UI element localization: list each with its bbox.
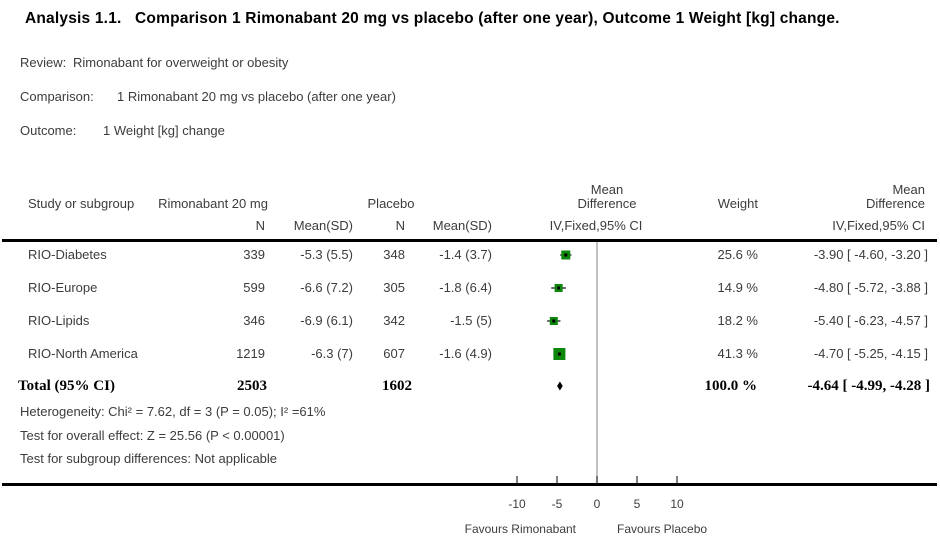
header-iv-right: IV,Fixed,95% CI (832, 218, 925, 233)
outcome-label: Outcome: (20, 123, 77, 138)
n1-cell: 346 (243, 313, 265, 328)
mean2-cell: -1.5 (5) (450, 313, 492, 328)
mean2-cell: -1.4 (3.7) (439, 247, 492, 262)
total-n1: 2503 (237, 378, 267, 394)
header-meansd2: Mean(SD) (432, 218, 492, 233)
outcome-value: 1 Weight [kg] change (103, 123, 225, 138)
total-label: Total (95% CI) (18, 378, 115, 394)
header-group1: Rimonabant 20 mg (158, 196, 268, 211)
weight-cell: 14.9 % (717, 280, 758, 295)
header-md-mean-left: Mean (590, 182, 624, 197)
weight-cell: 25.6 % (717, 247, 758, 262)
header-n1: N (255, 218, 265, 233)
axis-tick-label: 0 (594, 497, 601, 511)
review-value: Rimonabant for overweight or obesity (73, 55, 289, 70)
header-iv-left: IV,Fixed,95% CI (549, 218, 643, 233)
effect-center (564, 253, 568, 257)
axis-rule (2, 483, 937, 486)
effect-center (557, 286, 561, 290)
header-rule (2, 239, 937, 242)
header-md-mean-right: Mean (892, 182, 925, 197)
subgroup-test-text: Test for subgroup differences: Not appli… (20, 451, 278, 466)
axis-tick-label: 5 (634, 497, 641, 511)
study-name: RIO-North America (28, 346, 138, 361)
md-ci-cell: -4.70 [ -5.25, -4.15 ] (813, 346, 928, 361)
total-md-ci: -4.64 [ -4.99, -4.28 ] (807, 378, 930, 394)
study-name: RIO-Lipids (28, 313, 90, 328)
effect-square (553, 348, 566, 360)
total-weight: 100.0 % (704, 378, 758, 394)
mean1-cell: -6.6 (7.2) (300, 280, 353, 295)
n1-cell: 1219 (236, 346, 265, 361)
axis-tick-label: -5 (552, 497, 563, 511)
n2-cell: 348 (383, 247, 405, 262)
effect-center (552, 319, 556, 323)
favours-right-label: Favours Placebo (617, 522, 707, 536)
header-study: Study or subgroup (28, 196, 135, 211)
header-md-diff-right: Difference (865, 196, 925, 211)
md-ci-cell: -3.90 [ -4.60, -3.20 ] (813, 247, 928, 262)
n1-cell: 599 (243, 280, 265, 295)
effect-square (549, 317, 558, 325)
n1-cell: 339 (243, 247, 265, 262)
mean2-cell: -1.8 (6.4) (439, 280, 492, 295)
mean2-cell: -1.6 (4.9) (439, 346, 492, 361)
n2-cell: 342 (383, 313, 405, 328)
md-ci-cell: -5.40 [ -6.23, -4.57 ] (813, 313, 928, 328)
study-name: RIO-Europe (28, 280, 98, 295)
review-label: Review: (20, 55, 67, 70)
header-meansd1: Mean(SD) (293, 218, 353, 233)
comparison-label: Comparison: (20, 89, 94, 104)
mean1-cell: -6.9 (6.1) (300, 313, 353, 328)
header-group2: Placebo (367, 196, 415, 211)
comparison-value: 1 Rimonabant 20 mg vs placebo (after one… (117, 89, 396, 104)
header-weight: Weight (717, 196, 758, 211)
page-title: Analysis 1.1. Comparison 1 Rimonabant 20… (25, 10, 840, 27)
effect-center (557, 352, 561, 356)
favours-left-label: Favours Rimonabant (465, 522, 577, 536)
effect-square (561, 250, 571, 260)
weight-cell: 18.2 % (717, 313, 758, 328)
weight-cell: 41.3 % (717, 346, 758, 361)
n2-cell: 305 (383, 280, 405, 295)
mean1-cell: -5.3 (5.5) (300, 247, 353, 262)
header-md-diff-left: Difference (577, 196, 637, 211)
overall-effect-text: Test for overall effect: Z = 25.56 (P < … (20, 428, 285, 443)
heterogeneity-text: Heterogeneity: Chi² = 7.62, df = 3 (P = … (20, 404, 326, 419)
n2-cell: 607 (383, 346, 405, 361)
header-n2: N (395, 218, 405, 233)
total-n2: 1602 (382, 378, 412, 394)
summary-diamond (557, 381, 563, 391)
axis-tick-label: -10 (508, 497, 526, 511)
md-ci-cell: -4.80 [ -5.72, -3.88 ] (813, 280, 928, 295)
effect-square (554, 284, 563, 292)
axis-tick-label: 10 (670, 497, 684, 511)
study-name: RIO-Diabetes (28, 247, 107, 262)
mean1-cell: -6.3 (7) (311, 346, 353, 361)
